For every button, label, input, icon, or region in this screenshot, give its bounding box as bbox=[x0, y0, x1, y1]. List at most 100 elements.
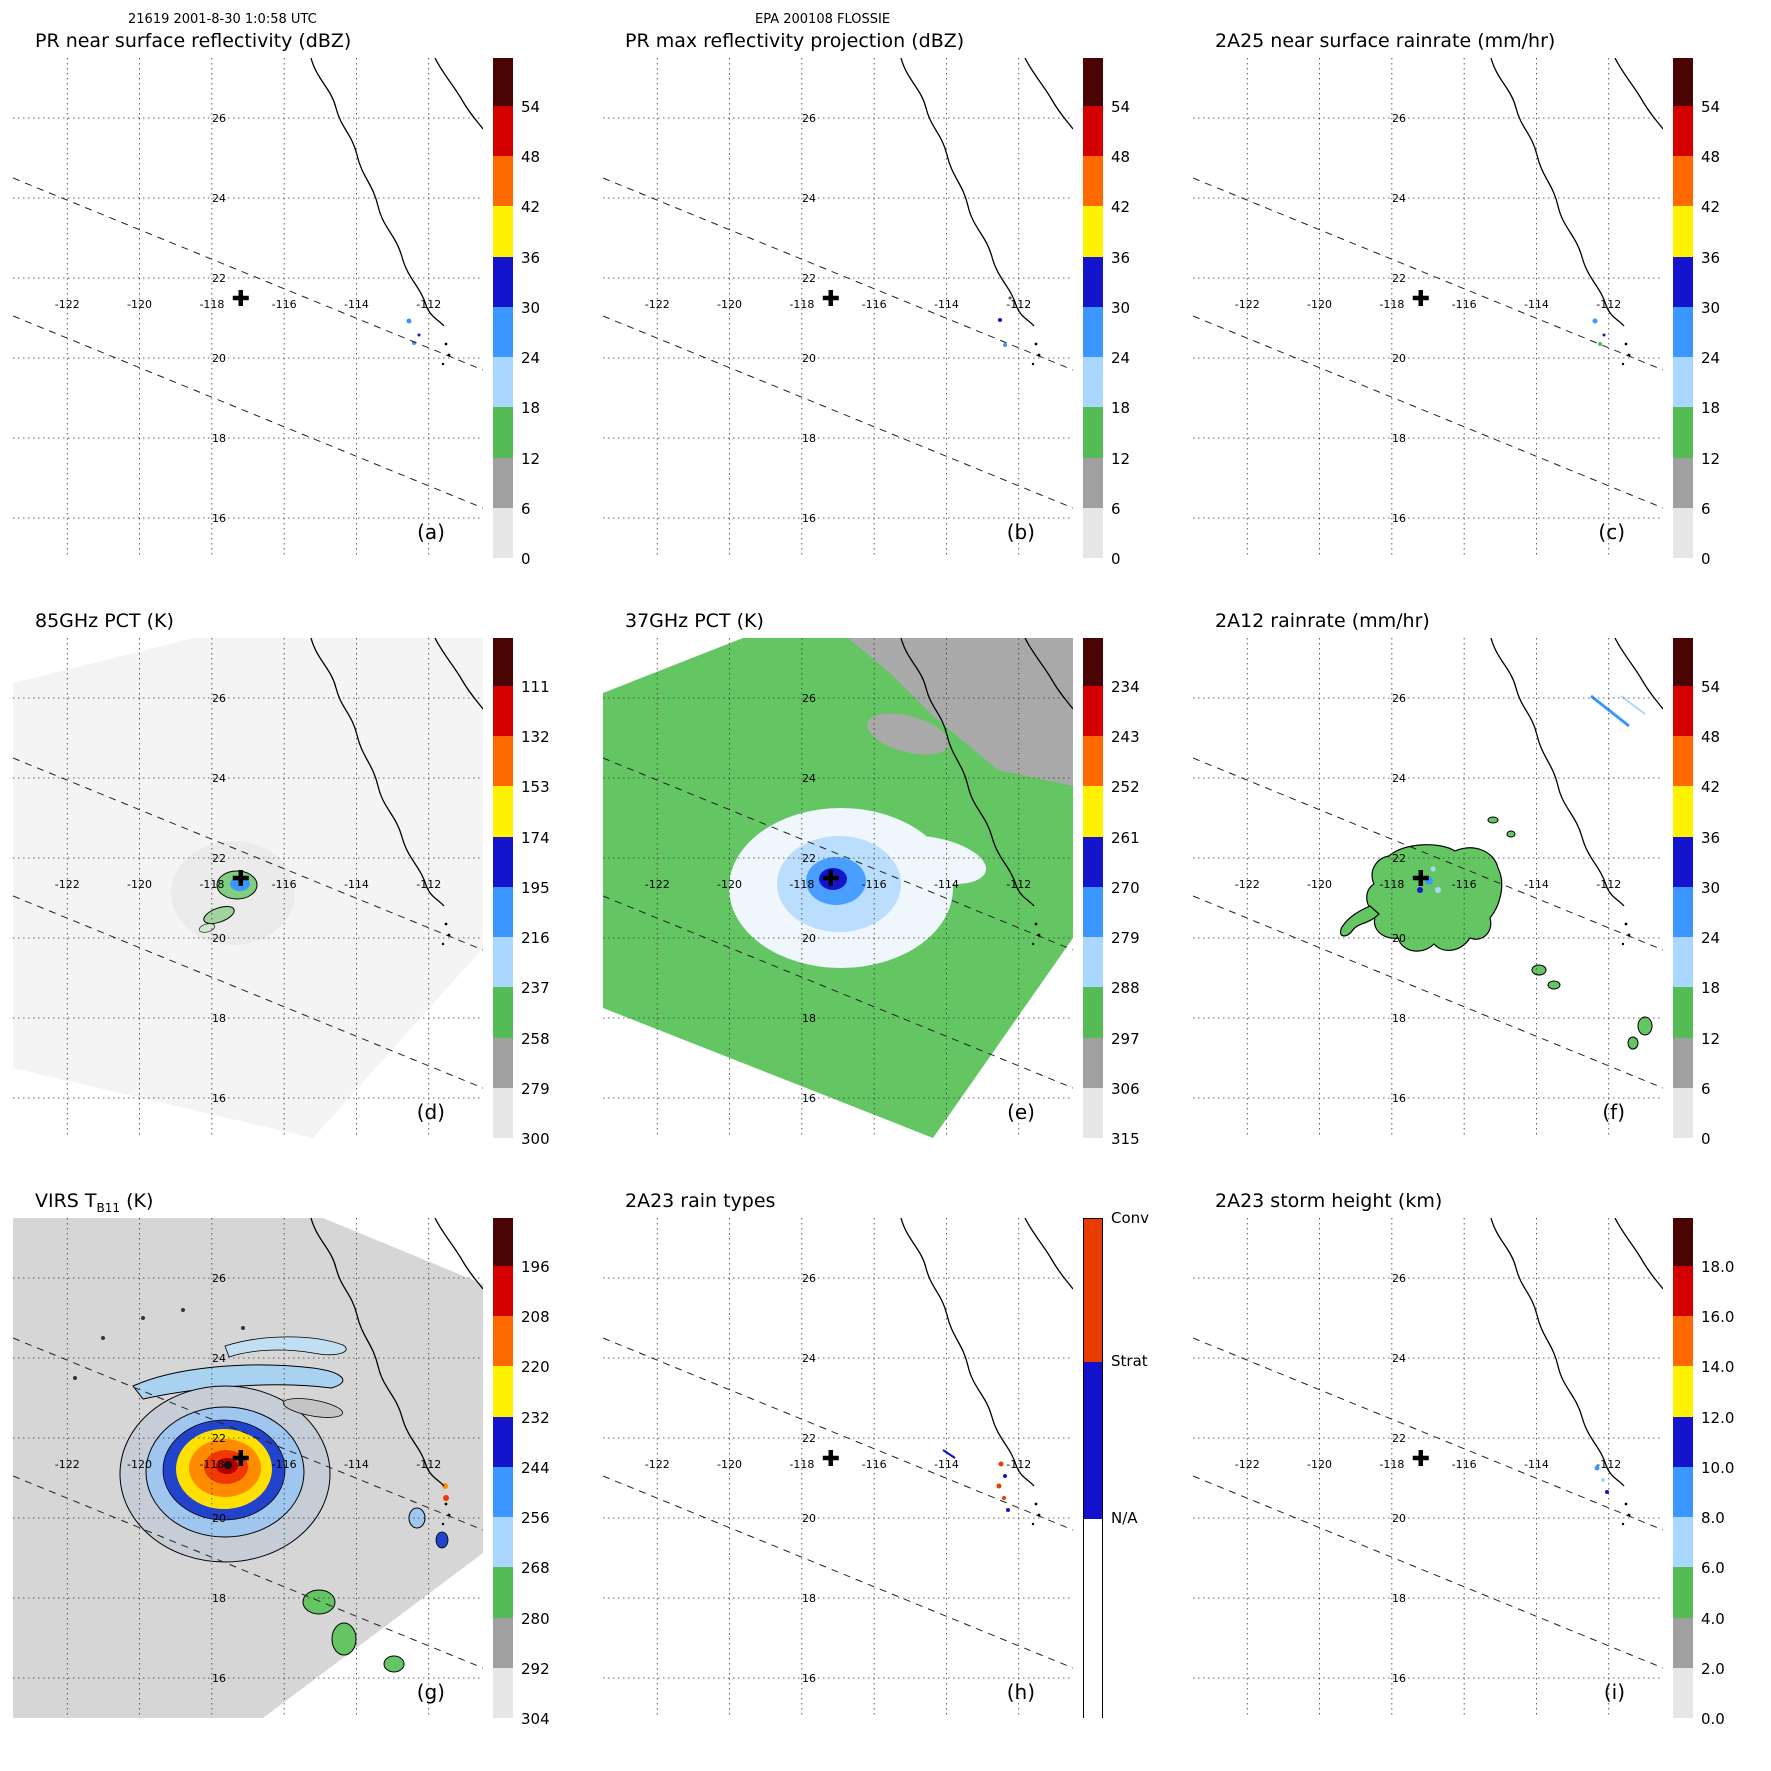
colorbar-segment bbox=[493, 357, 513, 408]
svg-text:-120: -120 bbox=[127, 1458, 152, 1471]
colorbar-segment bbox=[1673, 256, 1693, 307]
svg-text:-122: -122 bbox=[1235, 298, 1260, 311]
colorbar-tick-label: 24 bbox=[1701, 349, 1721, 368]
svg-text:18: 18 bbox=[802, 1592, 816, 1605]
colorbar-segment bbox=[1673, 407, 1693, 458]
svg-text:24: 24 bbox=[1392, 1352, 1406, 1365]
svg-text:24: 24 bbox=[802, 1352, 816, 1365]
svg-text:-114: -114 bbox=[934, 298, 959, 311]
colorbar-tick-label: 54 bbox=[1701, 98, 1721, 116]
swath-edge-lines bbox=[13, 177, 483, 509]
map-f: -122 -120 -118 -116 -114 -112 26 24 22 20 18 16 (f) bbox=[1193, 638, 1663, 1138]
colorbar-tick-label: 292 bbox=[521, 1659, 550, 1678]
svg-text:-122: -122 bbox=[55, 298, 80, 311]
panel-h: 2A23 rain types -122 -120 -118 -116 -114 -112… bbox=[595, 1188, 1180, 1763]
colorbar-tick-label: 24 bbox=[1701, 929, 1721, 948]
colorbar-tick-label: 111 bbox=[521, 678, 550, 696]
colorbar-segment bbox=[493, 457, 513, 508]
title-text: VIRS T bbox=[35, 1190, 97, 1212]
colorbar-i: 18.0 16.0 14.0 12.0 10.0 8.0 6.0 4.0 2.0 0.0 bbox=[1673, 1218, 1768, 1728]
map-canvas: -122 -120 -118 -116 -114 -112 26 24 22 20 18 16 bbox=[1193, 58, 1663, 558]
svg-text:22: 22 bbox=[212, 852, 226, 865]
svg-text:26: 26 bbox=[802, 112, 816, 125]
svg-text:-120: -120 bbox=[127, 298, 152, 311]
colorbar-tick-label: 18 bbox=[1111, 399, 1131, 418]
colorbar-tick-label: 42 bbox=[1701, 778, 1721, 797]
panel-i-title: 2A23 storm height (km) bbox=[1215, 1190, 1442, 1215]
panel-f-letter: (f) bbox=[1602, 1100, 1625, 1124]
svg-text:16: 16 bbox=[802, 1672, 816, 1685]
storm-center-marker bbox=[822, 1450, 839, 1466]
panel-i-letter: (i) bbox=[1603, 1680, 1625, 1704]
storm-center-marker bbox=[822, 870, 839, 886]
map-canvas: -122 -120 -118 -116 -114 -112 26 24 22 20 18 16 bbox=[603, 1218, 1073, 1718]
colorbar-segment bbox=[1673, 1667, 1693, 1718]
svg-text:24: 24 bbox=[802, 772, 816, 785]
gridlines bbox=[1193, 1218, 1663, 1718]
map-canvas: -122 -120 -118 -116 -114 -112 26 24 22 20 18 16 bbox=[1193, 638, 1663, 1138]
panel-d-title: 85GHz PCT (K) bbox=[35, 610, 174, 635]
colorbar-tick-label: 279 bbox=[521, 1079, 550, 1098]
svg-text:-118: -118 bbox=[1379, 298, 1404, 311]
svg-text:24: 24 bbox=[212, 1352, 226, 1365]
colorbar-tick-label: 24 bbox=[1111, 349, 1131, 368]
colorbar-segment bbox=[493, 1667, 513, 1718]
storm-center-marker bbox=[1412, 870, 1429, 886]
svg-text:-118: -118 bbox=[199, 878, 224, 891]
colorbar-segment bbox=[493, 1416, 513, 1467]
colorbar-segment bbox=[1673, 206, 1693, 257]
svg-text:-118: -118 bbox=[789, 298, 814, 311]
colorbar-segment bbox=[1673, 836, 1693, 887]
coastline bbox=[1490, 1218, 1663, 1526]
colorbar-tick-label: 195 bbox=[521, 878, 550, 897]
svg-text:-112: -112 bbox=[1006, 1458, 1031, 1471]
colorbar-scale bbox=[1673, 58, 1693, 558]
svg-text:-122: -122 bbox=[1235, 1458, 1260, 1471]
panel-i: 2A23 storm height (km) -122 -120 -118 -116-… bbox=[1185, 1188, 1770, 1763]
colorbar-tick-label: 10.0 bbox=[1701, 1458, 1735, 1477]
svg-text:20: 20 bbox=[802, 1512, 816, 1525]
colorbar-tick-label: 132 bbox=[521, 728, 550, 747]
colorbar-segment bbox=[493, 638, 513, 686]
colorbar-segment bbox=[493, 1087, 513, 1138]
axis-labels: -122 -120 -118 -116 -114 -112 26 24 22 20 18 16 bbox=[645, 692, 1032, 1105]
axis-labels: -122 -120 -118 -116 -114 -112 26 24 22 20 18 16 bbox=[1235, 1272, 1622, 1685]
colorbar-categories bbox=[1083, 1218, 1103, 1719]
colorbar-tick-label: 0 bbox=[1701, 1130, 1711, 1148]
svg-text:-114: -114 bbox=[1524, 1458, 1549, 1471]
colorbar-segment bbox=[1673, 1087, 1693, 1138]
svg-text:18: 18 bbox=[1392, 1592, 1406, 1605]
coastline bbox=[900, 1218, 1073, 1526]
title-text: PR near surface reflectivity (dBZ) bbox=[35, 30, 352, 52]
svg-text:-120: -120 bbox=[1307, 878, 1332, 891]
swath-edge-lines bbox=[1193, 177, 1663, 509]
colorbar-tick-label: 6.0 bbox=[1701, 1559, 1725, 1578]
panel-c-letter: (c) bbox=[1598, 520, 1625, 544]
colorbar-segment bbox=[1673, 1037, 1693, 1088]
svg-text:24: 24 bbox=[212, 772, 226, 785]
axis-labels: -122 -120 -118 -116 -114 -112 26 24 22 20 18 16 bbox=[55, 1272, 442, 1685]
colorbar-segment bbox=[493, 1218, 513, 1266]
svg-text:-122: -122 bbox=[55, 1458, 80, 1471]
title-text: 85GHz PCT (K) bbox=[35, 610, 174, 632]
panel-c: 2A25 near surface rainrate (mm/hr) -122-… bbox=[1185, 28, 1770, 603]
title-text: 2A23 storm height (km) bbox=[1215, 1190, 1443, 1212]
colorbar-segment bbox=[1673, 638, 1693, 686]
title-subscript: B11 bbox=[96, 1200, 121, 1215]
svg-text:-112: -112 bbox=[416, 878, 441, 891]
panel-g-title: VIRS TB11 (K) bbox=[35, 1190, 153, 1215]
colorbar-tick-label: 220 bbox=[521, 1358, 550, 1377]
colorbar-segment bbox=[493, 937, 513, 988]
gridlines bbox=[1193, 638, 1663, 1138]
colorbar-segment bbox=[1083, 1087, 1103, 1138]
svg-text:-112: -112 bbox=[1596, 878, 1621, 891]
colorbar-segment bbox=[1673, 357, 1693, 408]
svg-text:-112: -112 bbox=[1006, 298, 1031, 311]
svg-text:-116: -116 bbox=[272, 1458, 297, 1471]
colorbar-e: 234 243 252 261 270 279 288 297 306 315 bbox=[1083, 638, 1178, 1148]
map-e: -122 -120 -118 -116 -114 -112 26 24 22 20 18 16 (e) bbox=[603, 638, 1073, 1138]
svg-text:16: 16 bbox=[212, 512, 226, 525]
storm-center-marker bbox=[822, 290, 839, 306]
svg-text:26: 26 bbox=[802, 692, 816, 705]
colorbar-d: 111 132 153 174 195 216 237 258 279 300 bbox=[493, 638, 588, 1148]
